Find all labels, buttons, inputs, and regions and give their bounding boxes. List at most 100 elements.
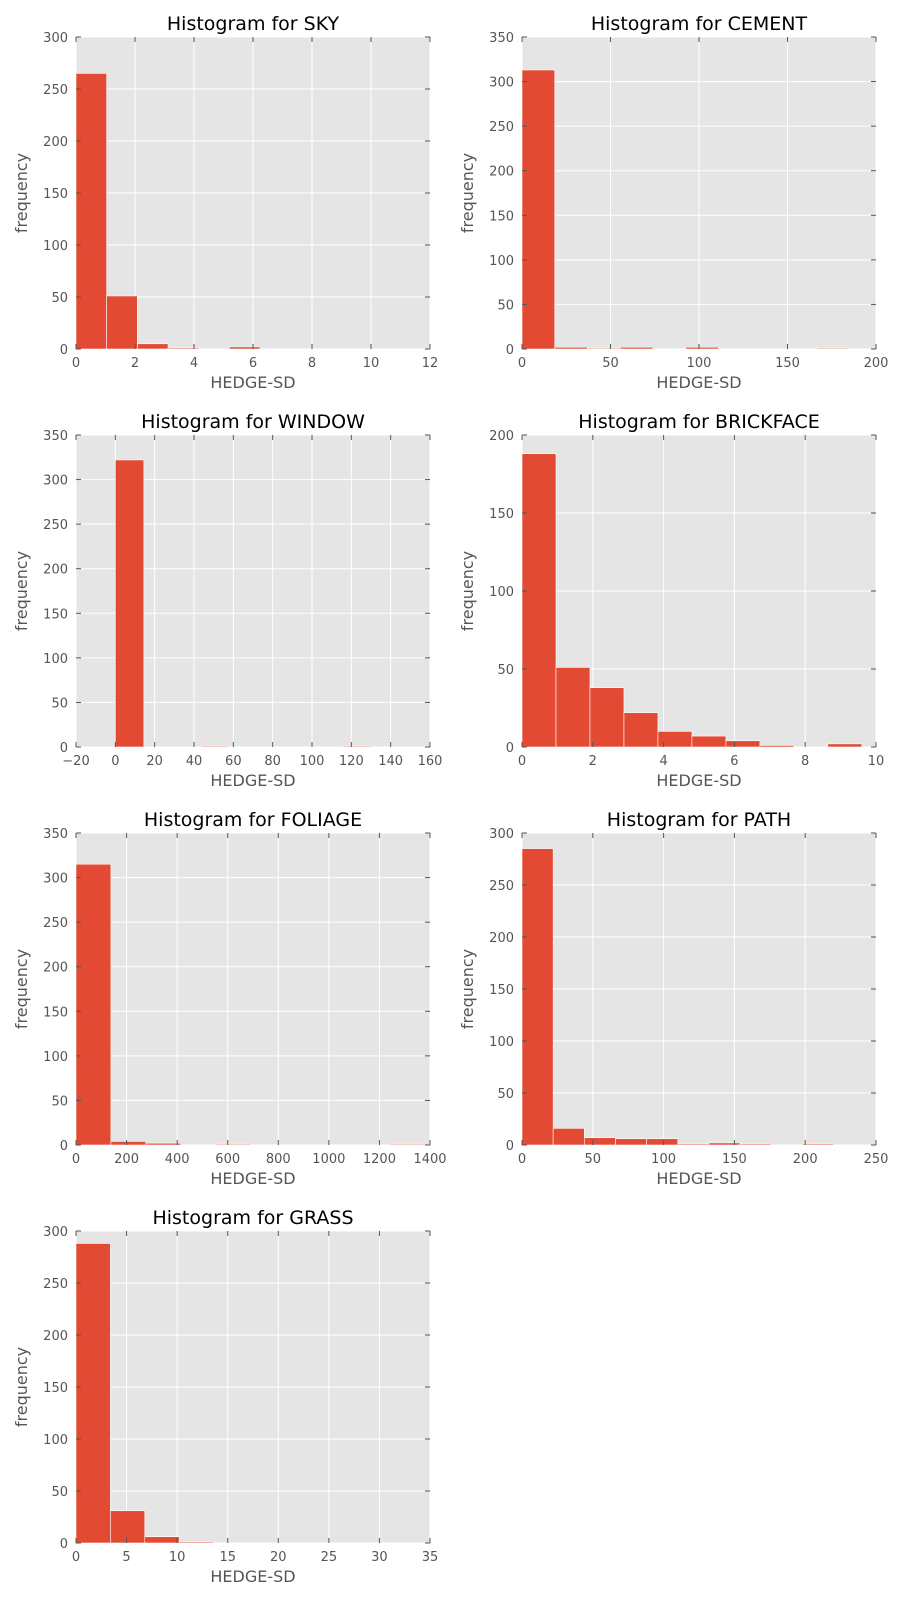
x-tick-label: 8 — [308, 356, 316, 371]
x-tick-label: 0 — [72, 1550, 80, 1565]
x-tick-label: 25 — [321, 1550, 338, 1565]
x-tick-label: 30 — [371, 1550, 388, 1565]
y-tick-label: 100 — [43, 239, 68, 254]
chart-title: Histogram for CEMENT — [591, 13, 808, 35]
histogram-bar — [521, 848, 554, 1146]
histogram-bar — [587, 347, 621, 350]
y-tick-label: 200 — [489, 931, 514, 946]
x-axis-label: HEDGE-SD — [656, 1169, 741, 1188]
x-tick-label: 0 — [518, 1152, 526, 1167]
y-tick-label: 50 — [51, 1094, 68, 1109]
y-axis-label: frequency — [12, 551, 31, 631]
histogram-bar — [200, 745, 230, 748]
y-tick-label: 250 — [43, 83, 68, 98]
x-tick-label: 250 — [864, 1152, 889, 1167]
y-tick-label: 50 — [497, 663, 514, 678]
y-tick-label: 0 — [506, 343, 514, 358]
histogram-bar — [657, 731, 693, 748]
y-tick-label: 350 — [43, 827, 68, 842]
histogram-bar — [691, 735, 727, 748]
histogram-bar — [110, 1141, 147, 1146]
x-tick-label: 150 — [722, 1152, 747, 1167]
x-tick-label: 50 — [602, 356, 619, 371]
y-tick-label: 350 — [489, 31, 514, 46]
histogram-bar — [389, 1143, 426, 1146]
plot-area — [76, 833, 430, 1145]
histogram-bar — [802, 1143, 834, 1146]
x-tick-label: 50 — [585, 1152, 602, 1167]
x-tick-label: 6 — [249, 356, 257, 371]
y-tick-label: 50 — [497, 298, 514, 313]
y-tick-label: 300 — [43, 474, 68, 489]
x-tick-label: 200 — [864, 356, 889, 371]
y-tick-label: 0 — [60, 343, 68, 358]
x-tick-label: 0 — [518, 754, 526, 769]
histogram-bar — [619, 346, 654, 350]
y-tick-label: 0 — [60, 1537, 68, 1552]
x-tick-label: 1400 — [413, 1152, 446, 1167]
x-tick-label: 1200 — [363, 1152, 396, 1167]
x-tick-label: 15 — [219, 1550, 236, 1565]
x-tick-label: 2 — [131, 356, 139, 371]
y-tick-label: 200 — [43, 135, 68, 150]
histogram-bar — [229, 346, 261, 350]
histogram-bar — [827, 743, 863, 748]
x-tick-label: 10 — [363, 356, 380, 371]
y-tick-label: 150 — [43, 187, 68, 202]
histogram-bar — [554, 346, 588, 350]
y-tick-label: 150 — [43, 1005, 68, 1020]
y-tick-label: 200 — [489, 429, 514, 444]
x-tick-label: 150 — [775, 356, 800, 371]
histogram-bar — [343, 745, 373, 748]
x-axis-label: HEDGE-SD — [210, 1567, 295, 1586]
y-tick-label: 250 — [43, 1277, 68, 1292]
y-tick-label: 200 — [43, 1329, 68, 1344]
histogram-bar — [646, 1138, 679, 1146]
chart-title: Histogram for PATH — [607, 809, 791, 831]
x-tick-label: 0 — [72, 1152, 80, 1167]
y-tick-label: 50 — [51, 1485, 68, 1500]
y-tick-label: 100 — [489, 254, 514, 269]
y-tick-label: 350 — [43, 429, 68, 444]
x-tick-label: 100 — [651, 1152, 676, 1167]
x-tick-label: 20 — [146, 754, 163, 769]
y-tick-label: 250 — [489, 879, 514, 894]
histogram-bar — [739, 1143, 772, 1146]
x-tick-label: 140 — [378, 754, 403, 769]
y-axis-label: frequency — [458, 949, 477, 1029]
x-tick-label: 10 — [868, 754, 885, 769]
histogram-bar — [75, 863, 112, 1146]
y-tick-label: 200 — [489, 165, 514, 180]
histogram-bar — [521, 453, 557, 748]
histogram-bar — [521, 69, 556, 350]
y-axis-label: frequency — [458, 153, 477, 233]
y-tick-label: 150 — [489, 507, 514, 522]
chart-title: Histogram for WINDOW — [141, 411, 365, 433]
histogram-bar — [589, 687, 625, 748]
y-axis-label: frequency — [12, 949, 31, 1029]
histogram-bar — [685, 346, 719, 350]
x-tick-label: 100 — [687, 356, 712, 371]
histogram-bar — [708, 1142, 741, 1146]
y-tick-label: 300 — [489, 827, 514, 842]
y-tick-label: 0 — [506, 741, 514, 756]
histogram-bar — [75, 1243, 111, 1544]
x-tick-label: 200 — [114, 1152, 139, 1167]
histogram-bar — [725, 740, 761, 748]
chart-title: Histogram for GRASS — [152, 1207, 353, 1229]
y-tick-label: 300 — [43, 31, 68, 46]
x-tick-label: 6 — [730, 754, 738, 769]
x-tick-label: −20 — [62, 754, 89, 769]
histogram-bar — [137, 343, 169, 350]
x-tick-label: 200 — [793, 1152, 818, 1167]
y-axis-label: frequency — [458, 551, 477, 631]
y-tick-label: 0 — [60, 1139, 68, 1154]
histogram-bar — [178, 1541, 214, 1544]
histogram-bar — [144, 1536, 180, 1544]
y-tick-label: 100 — [489, 585, 514, 600]
y-tick-label: 150 — [43, 607, 68, 622]
histogram-bar — [552, 1128, 585, 1146]
y-tick-label: 300 — [43, 872, 68, 887]
x-tick-label: 35 — [422, 1550, 439, 1565]
